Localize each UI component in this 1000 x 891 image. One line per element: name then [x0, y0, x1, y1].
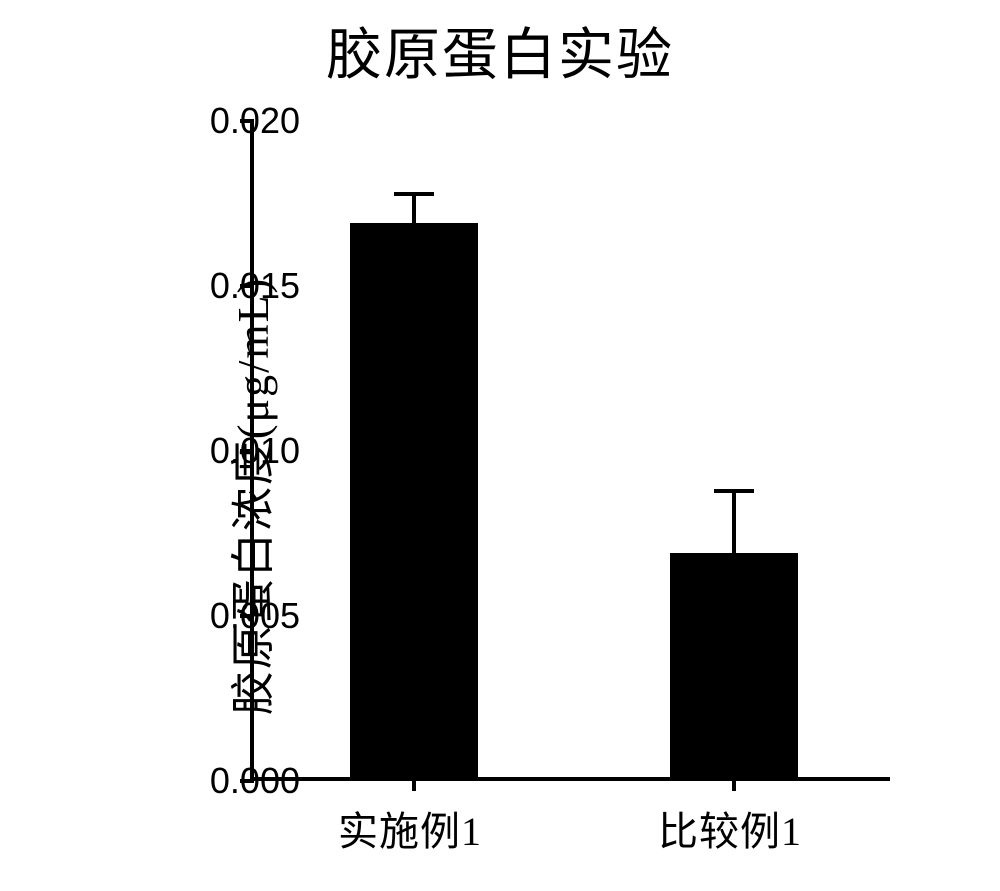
error-bar-stem [732, 491, 736, 557]
y-tick-label: 0.010 [200, 430, 300, 472]
chart-container: 胶原蛋白实验 胶原蛋白浓度(μg/mL) 0.0000.0050.0100.01… [50, 0, 950, 884]
error-bar-stem [412, 194, 416, 227]
x-tick-mark [732, 777, 736, 791]
x-tick-label: 比较例1 [658, 799, 802, 857]
plot-wrapper: 胶原蛋白浓度(μg/mL) 0.0000.0050.0100.0150.020实… [50, 101, 950, 891]
y-tick-label: 0.005 [200, 595, 300, 637]
plot-area [250, 121, 890, 781]
chart-title: 胶原蛋白实验 [50, 0, 950, 101]
error-bar-cap [714, 489, 754, 493]
x-tick-label: 实施例1 [338, 799, 482, 857]
y-tick-label: 0.020 [200, 100, 300, 142]
error-bar-cap [394, 192, 434, 196]
bar [670, 553, 798, 777]
bar [350, 223, 478, 777]
y-tick-label: 0.000 [200, 760, 300, 802]
x-tick-mark [412, 777, 416, 791]
y-tick-label: 0.015 [200, 265, 300, 307]
